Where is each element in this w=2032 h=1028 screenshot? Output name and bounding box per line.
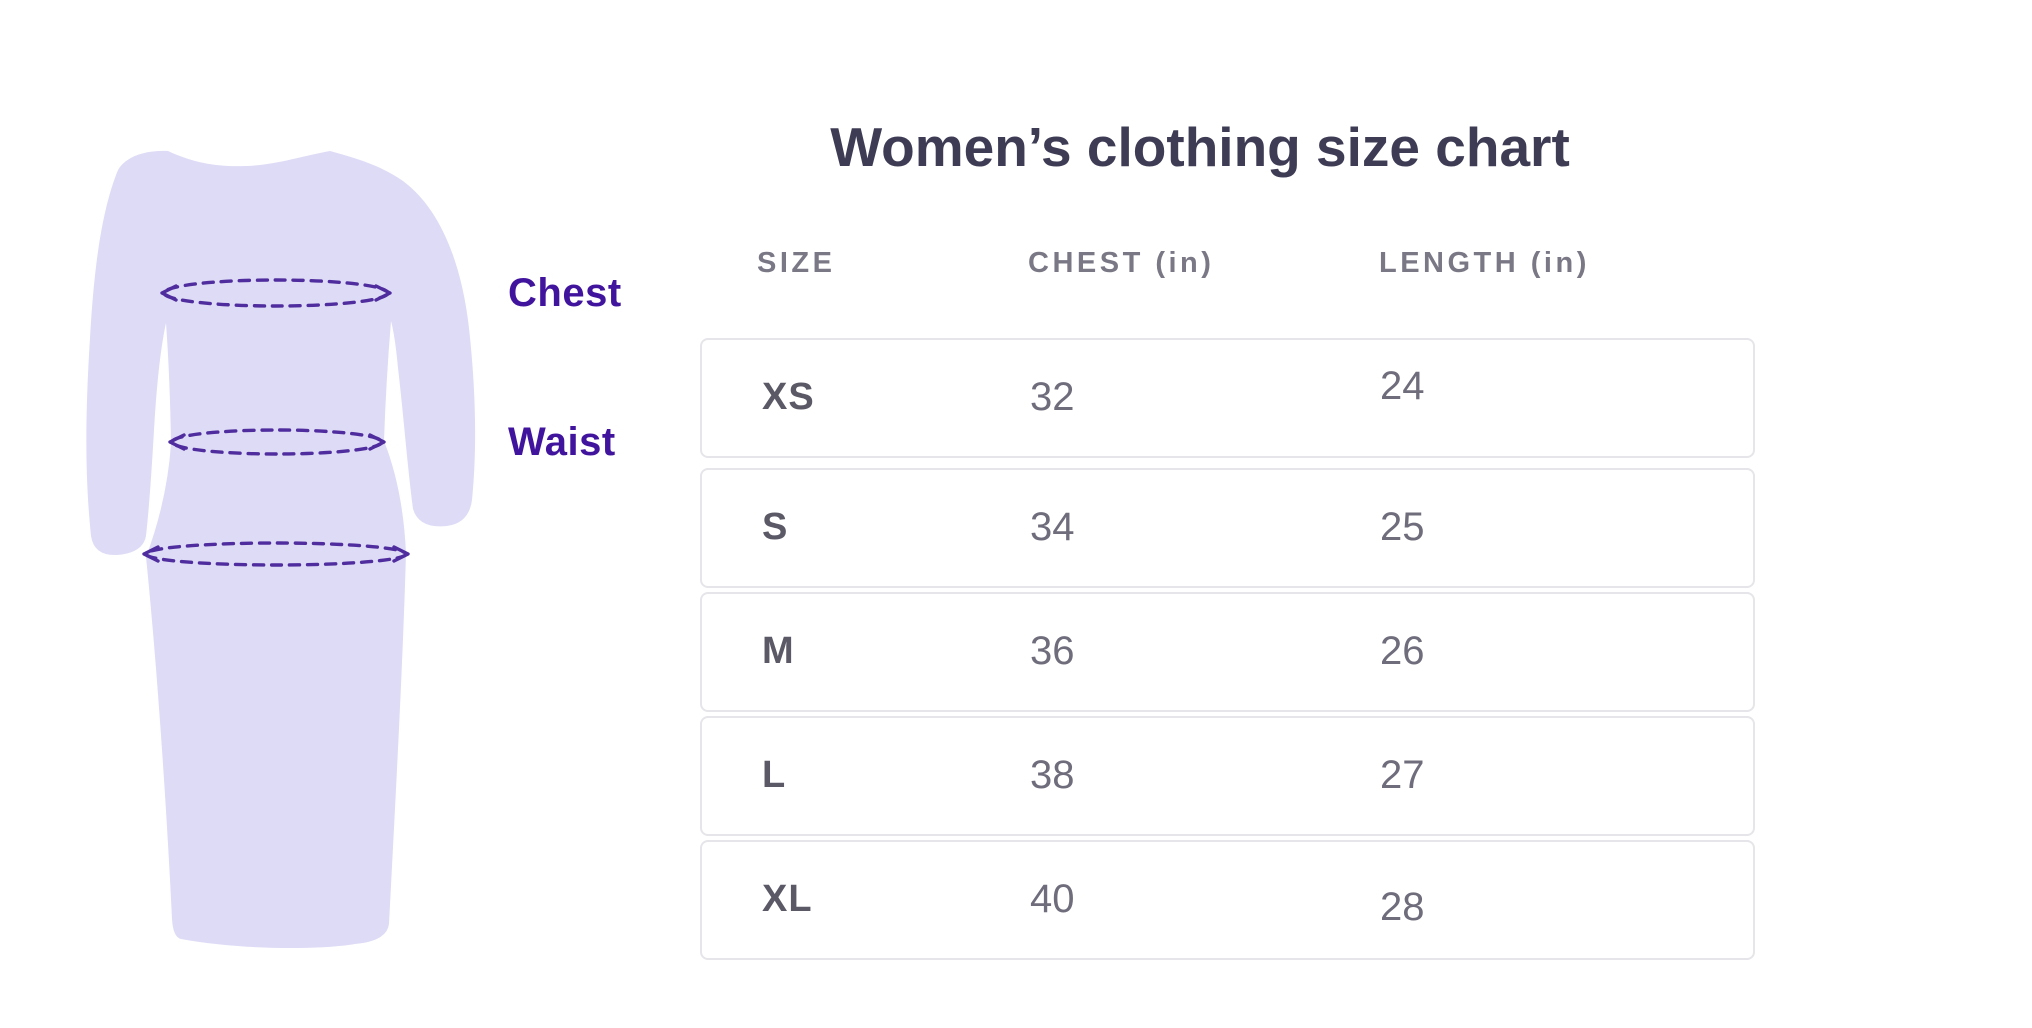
column-header-chest: CHEST (in) [1028, 247, 1215, 279]
waist-arrow-left-icon [168, 433, 186, 451]
table-row: XS 32 24 [700, 338, 1755, 458]
cell-size-label: XS [762, 376, 815, 418]
cell-chest-value: 36 [1030, 629, 1075, 673]
page-title: Women’s clothing size chart [830, 116, 1570, 178]
cell-chest-value: 38 [1030, 753, 1075, 797]
hip-arrow-right-icon [392, 545, 410, 563]
cell-chest-value: 40 [1030, 877, 1075, 921]
table-row: S 34 25 [700, 468, 1755, 588]
chest-arrow-right-icon [374, 284, 392, 302]
cell-length-value: 26 [1380, 629, 1425, 673]
size-table-body: XS 32 24 S 34 25 M 36 26 L 38 27 XL 40 2… [700, 338, 1755, 964]
hip-arrow-left-icon [142, 545, 160, 563]
waist-measure-label: Waist [508, 420, 616, 464]
table-row: L 38 27 [700, 716, 1755, 836]
table-row: XL 40 28 [700, 840, 1755, 960]
cell-length-value: 27 [1380, 753, 1425, 797]
waist-arrow-right-icon [368, 433, 386, 451]
cell-chest-value: 34 [1030, 505, 1075, 549]
cell-size-label: M [762, 630, 795, 672]
dress-illustration [86, 150, 476, 949]
cell-length-value: 28 [1380, 885, 1425, 929]
cell-length-value: 24 [1380, 364, 1425, 408]
cell-chest-value: 32 [1030, 375, 1075, 419]
cell-size-label: XL [762, 878, 813, 920]
column-header-size: SIZE [757, 247, 836, 279]
chest-arrow-left-icon [160, 284, 178, 302]
cell-size-label: L [762, 754, 787, 796]
dress-silhouette [86, 150, 476, 949]
table-row: M 36 26 [700, 592, 1755, 712]
cell-size-label: S [762, 506, 789, 548]
cell-length-value: 25 [1380, 505, 1425, 549]
chest-measure-label: Chest [508, 271, 622, 315]
column-header-length: LENGTH (in) [1379, 247, 1590, 279]
